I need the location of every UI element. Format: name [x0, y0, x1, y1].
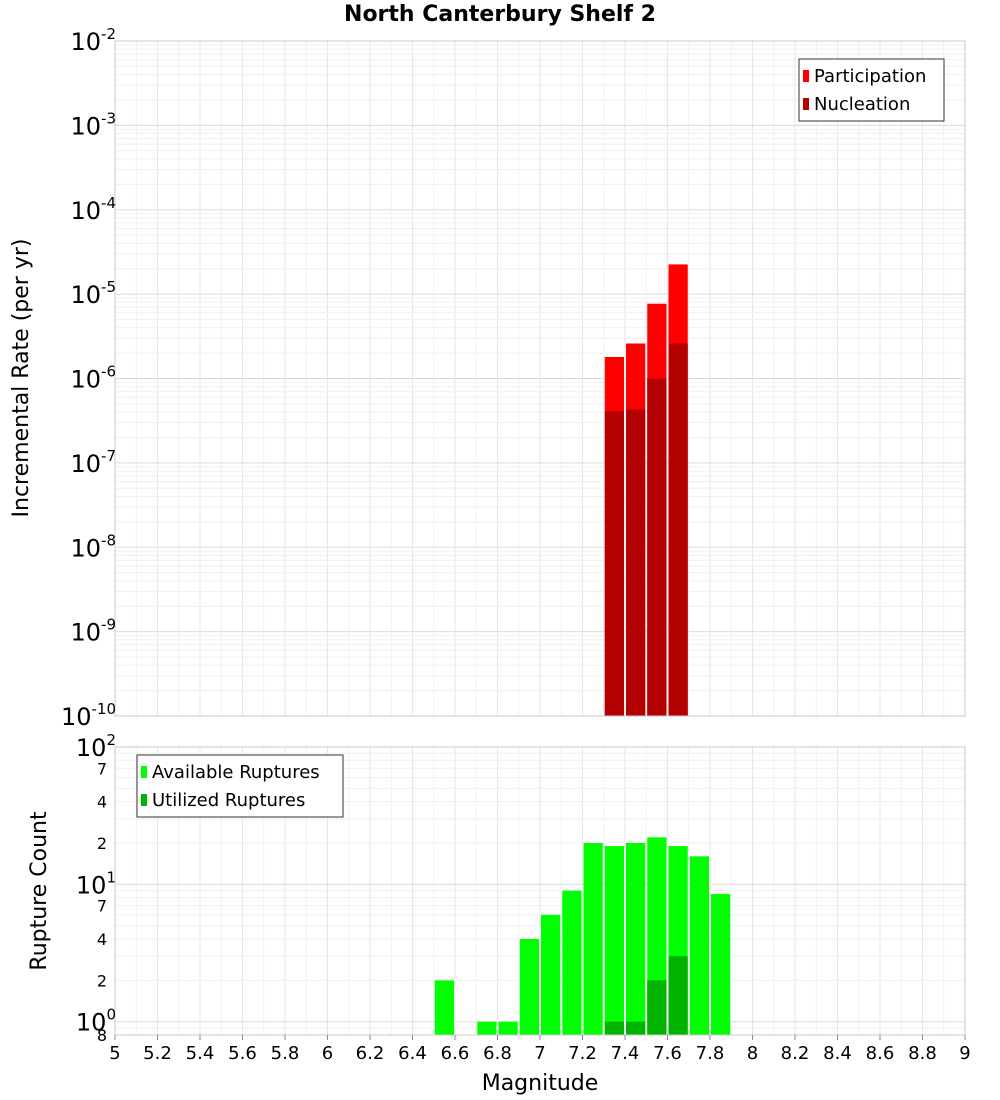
legend-swatch	[141, 794, 147, 806]
y-tick-label-minor: 4	[97, 793, 107, 812]
bar-available-ruptures	[498, 1021, 518, 1035]
y-tick-label: 10-7	[70, 447, 116, 478]
y-tick-label-minor: 7	[97, 897, 107, 916]
x-tick-label: 8.6	[866, 1043, 895, 1064]
y-tick-label-minor: 2	[97, 971, 107, 990]
legend-swatch	[803, 70, 809, 82]
y-tick-label-minor: 7	[97, 759, 107, 778]
x-tick-label: 6.2	[356, 1043, 385, 1064]
x-tick-label: 7.6	[653, 1043, 682, 1064]
x-tick-label: 8.2	[781, 1043, 810, 1064]
legend-box	[136, 754, 344, 818]
bar-available-ruptures	[583, 843, 603, 1035]
x-tick-label: 9	[959, 1043, 970, 1064]
x-tick-label: 8	[747, 1043, 758, 1064]
bar-nucleation	[604, 411, 624, 716]
plot-border	[114, 40, 966, 717]
bar-utilized-ruptures	[647, 980, 667, 1035]
y-tick-label-minor: 2	[97, 834, 107, 853]
bar-nucleation	[626, 409, 646, 716]
bar-available-ruptures	[626, 843, 646, 1035]
bar-available-ruptures	[562, 890, 582, 1035]
legend-label: Nucleation	[814, 94, 910, 115]
legend-swatch	[141, 766, 147, 778]
x-tick-label: 6.4	[398, 1043, 427, 1064]
y-axis-label-bottom: Rupture Count	[27, 811, 52, 971]
bar-available-ruptures	[519, 939, 539, 1035]
y-tick-label: 10-6	[70, 363, 116, 394]
y-tick-label: 10-2	[70, 25, 116, 56]
bottom-panel: Available Ruptures Utilized Ruptures 100 10…	[76, 731, 966, 1045]
bar-available-ruptures	[604, 846, 624, 1035]
x-tick-label: 7.4	[611, 1043, 640, 1064]
bar-available-ruptures	[477, 1021, 497, 1035]
y-tick-label: 10-10	[61, 700, 116, 731]
y-tick-label: 10-5	[70, 278, 116, 309]
y-tick-label-major: 101	[76, 868, 116, 899]
top-panel: Participation Nucleation 10-10 10-9 10-8 10-7…	[61, 25, 966, 731]
y-tick-label-minor: 4	[97, 930, 107, 949]
bar-utilized-ruptures	[604, 1021, 624, 1035]
x-tick-label: 6	[322, 1043, 333, 1064]
y-tick-label-minor: 8	[97, 1026, 107, 1045]
legend-label: Utilized Ruptures	[152, 790, 305, 811]
x-tick-label: 6.6	[441, 1043, 470, 1064]
x-tick-label: 7	[534, 1043, 545, 1064]
x-tick-label: 6.8	[483, 1043, 512, 1064]
legend-label: Participation	[814, 66, 926, 87]
y-tick-label-major: 100	[76, 1006, 116, 1037]
x-tick-label: 7.2	[568, 1043, 597, 1064]
x-tick-label: 5	[109, 1043, 120, 1064]
bar-nucleation	[668, 343, 688, 716]
chart-title: North Canterbury Shelf 2	[344, 2, 656, 27]
legend-label: Available Ruptures	[152, 762, 320, 783]
y-tick-label-major: 102	[76, 731, 116, 762]
x-tick-label: 5.2	[143, 1043, 172, 1064]
y-tick-label: 10-9	[70, 616, 116, 647]
bar-available-ruptures	[434, 980, 454, 1035]
x-tick-label: 7.8	[696, 1043, 725, 1064]
x-tick-label: 8.8	[908, 1043, 937, 1064]
y-axis-label-top: Incremental Rate (per yr)	[9, 239, 34, 518]
y-tick-label: 10-4	[70, 194, 116, 225]
bar-utilized-ruptures	[668, 956, 688, 1035]
bar-available-ruptures	[711, 894, 731, 1035]
x-axis-label: Magnitude	[482, 1071, 599, 1096]
bar-utilized-ruptures	[626, 1021, 646, 1035]
legend-box	[798, 58, 945, 122]
bar-available-ruptures	[541, 914, 561, 1035]
y-tick-label: 10-8	[70, 531, 116, 562]
x-tick-label: 8.4	[823, 1043, 852, 1064]
x-axis: 5 5.2 5.4 5.6 5.8 6 6.2 6.4 6.6 6.8 7 7.2 7.4 7.6 7.8 8…	[109, 1035, 971, 1064]
bar-nucleation	[647, 378, 667, 716]
legend-swatch	[803, 98, 809, 110]
x-tick-label: 5.6	[228, 1043, 257, 1064]
bar-available-ruptures	[689, 856, 709, 1035]
y-tick-label: 10-3	[70, 109, 116, 140]
x-tick-label: 5.8	[271, 1043, 300, 1064]
x-tick-label: 5.4	[186, 1043, 215, 1064]
